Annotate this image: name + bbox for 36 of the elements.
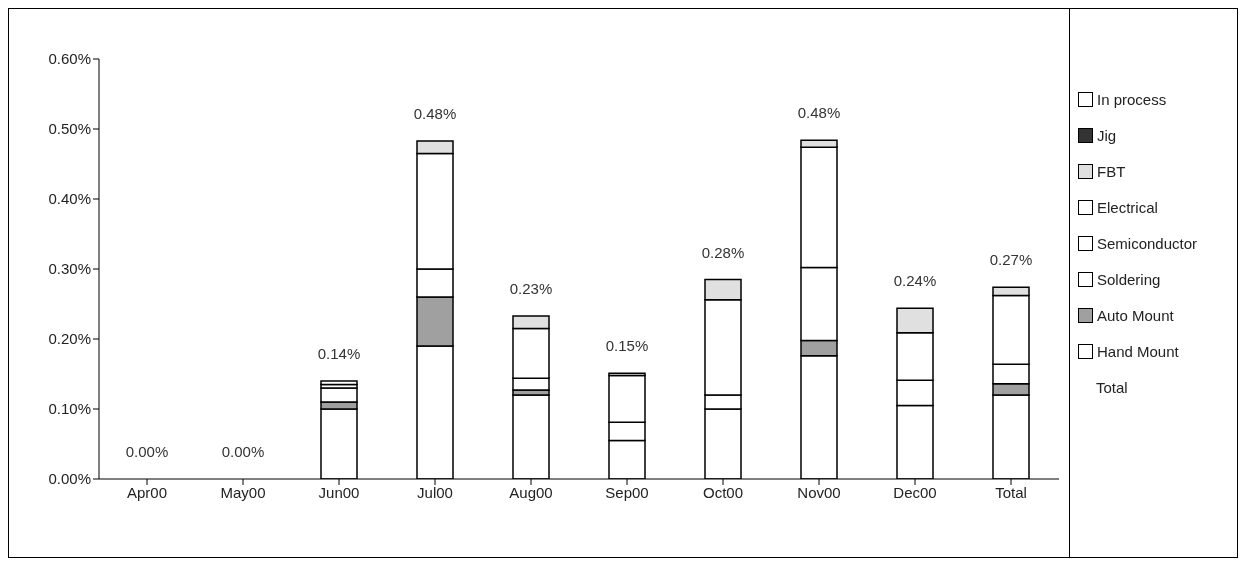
x-tick-label: Aug00 [509, 483, 553, 501]
legend-label: Electrical [1097, 198, 1158, 216]
y-tick-label: 0.10% [48, 400, 91, 418]
legend-label: Soldering [1097, 270, 1161, 288]
total-label: 0.00% [221, 443, 265, 460]
legend-label: Jig [1097, 126, 1117, 144]
x-tick-label: Jun00 [318, 483, 360, 501]
x-tick-label: May00 [220, 483, 266, 501]
total-label: 0.15% [605, 337, 649, 355]
y-tick-label: 0.40% [48, 190, 91, 208]
total-label: 0.14% [317, 345, 361, 362]
total-label: 0.48% [413, 104, 457, 122]
total-label: 0.24% [893, 272, 937, 290]
total-label: 0.28% [701, 243, 745, 261]
legend-label: Semiconductor [1097, 234, 1198, 252]
y-tick-label: 0.30% [48, 260, 91, 278]
x-tick-label: Sep00 [605, 483, 649, 501]
legend-label: Auto Mount [1097, 306, 1174, 324]
total-label: 0.23% [509, 279, 553, 297]
x-tick-label: Oct00 [702, 483, 744, 501]
y-tick-label: 0.00% [48, 470, 91, 488]
total-label: 0.48% [797, 104, 841, 122]
total-label: 0.27% [989, 251, 1033, 269]
legend-label: FBT [1097, 162, 1126, 180]
y-tick-label: 0.20% [48, 330, 91, 348]
legend-label: Hand Mount [1097, 342, 1179, 360]
x-tick-label: Jul00 [417, 483, 453, 501]
x-tick-label: Total [995, 483, 1027, 501]
y-tick-label: 0.50% [48, 120, 91, 138]
x-tick-label: Dec00 [893, 483, 937, 501]
total-label: 0.00% [125, 443, 169, 460]
legend-label: In process [1097, 90, 1167, 108]
x-tick-label: Nov00 [797, 483, 841, 501]
y-tick-label: 0.60% [48, 50, 91, 68]
text: Total [1095, 377, 1129, 398]
x-tick-label: Apr00 [126, 483, 168, 501]
